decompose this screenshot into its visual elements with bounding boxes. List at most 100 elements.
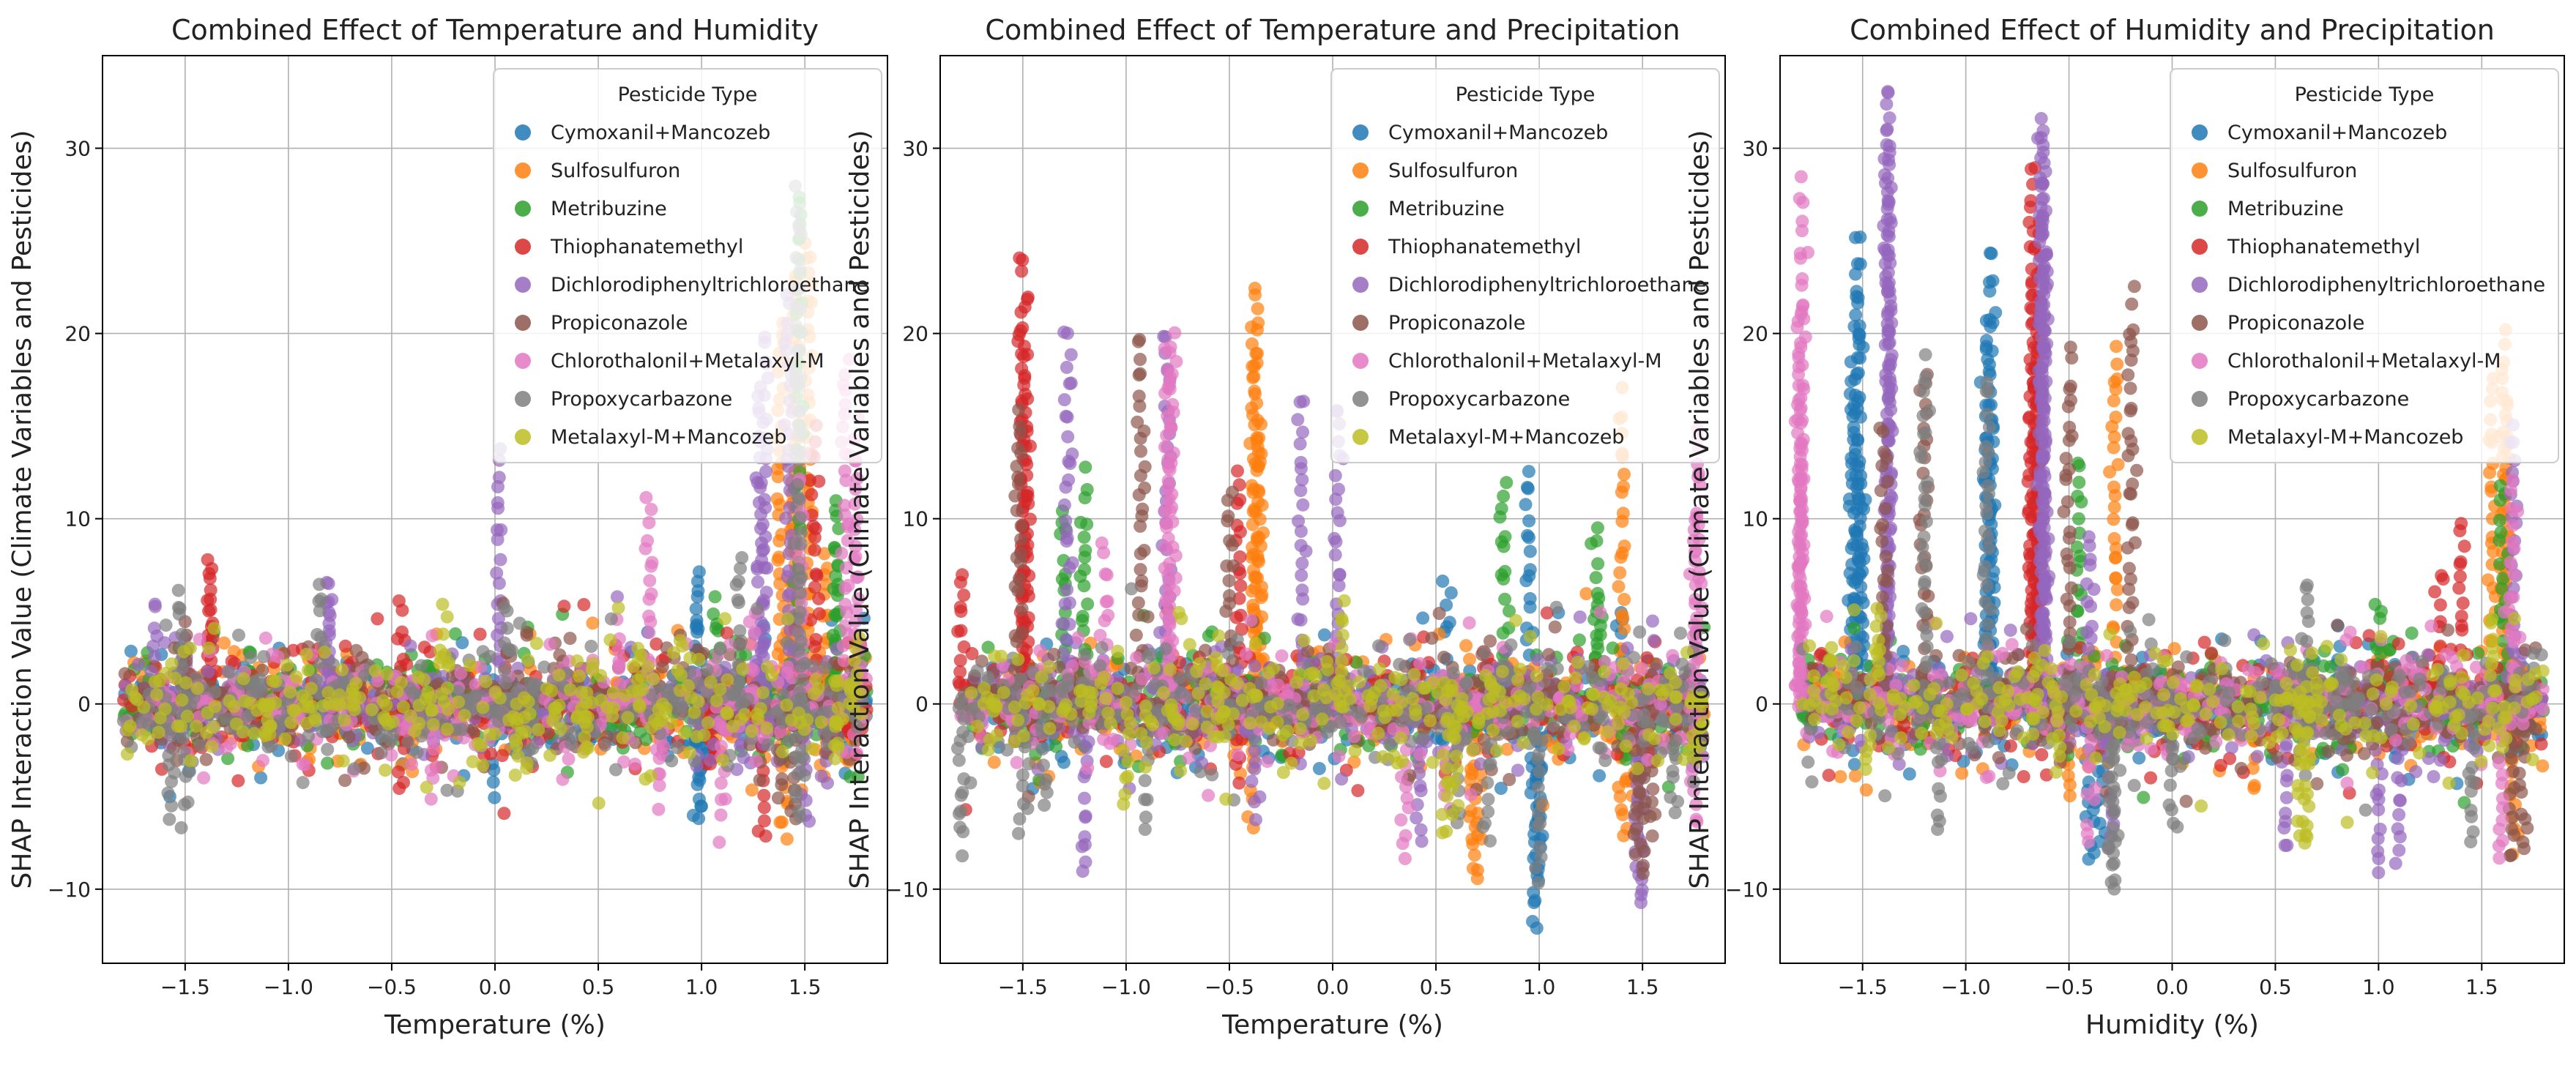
point — [357, 761, 371, 775]
point — [458, 709, 472, 722]
point — [302, 729, 316, 743]
legend-marker — [515, 124, 531, 141]
legend-marker — [515, 353, 531, 369]
point — [289, 670, 303, 684]
point — [611, 590, 624, 604]
point — [647, 672, 660, 686]
point — [510, 712, 524, 726]
point — [618, 689, 632, 703]
point — [371, 612, 384, 626]
legend-marker — [515, 201, 531, 217]
point — [147, 649, 161, 663]
point — [642, 516, 656, 529]
point — [1592, 591, 1606, 605]
point — [238, 695, 252, 708]
point — [1497, 489, 1511, 503]
point — [1612, 580, 1626, 594]
point — [347, 762, 361, 776]
legend-entry-propiconazole: Propiconazole — [551, 312, 688, 335]
point — [508, 769, 522, 782]
point — [1252, 555, 1265, 569]
point — [159, 619, 173, 632]
point — [848, 654, 861, 668]
point — [820, 561, 834, 575]
point — [1283, 747, 1297, 761]
point — [425, 629, 439, 643]
point — [792, 562, 805, 576]
chart-panel-2: −1.5 −1.0 −0.5 0.0 0.5 1.0 1.5−100102030Combin… — [845, 14, 1726, 1040]
point — [758, 493, 771, 507]
point — [658, 706, 672, 720]
point — [548, 702, 561, 716]
point — [631, 685, 645, 699]
point — [1245, 320, 1259, 334]
point — [181, 795, 195, 809]
point — [425, 731, 439, 745]
point — [318, 646, 332, 659]
point — [510, 697, 524, 711]
point — [308, 714, 322, 728]
chart-title: Combined Effect of Temperature and Humid… — [171, 14, 819, 46]
point — [703, 753, 717, 767]
point — [1049, 739, 1063, 753]
point — [321, 686, 335, 700]
point — [401, 735, 415, 749]
point — [673, 684, 687, 698]
point — [466, 755, 480, 769]
point — [453, 775, 466, 789]
point — [713, 642, 727, 656]
point — [135, 728, 149, 741]
legend-marker — [515, 315, 531, 331]
point — [490, 566, 504, 580]
legend-entry-cymoxanil-mancozeb: Cymoxanil+Mancozeb — [551, 122, 770, 144]
legend-entry-metalaxyl-m-mancozeb: Metalaxyl-M+Mancozeb — [551, 426, 786, 449]
point — [652, 802, 666, 816]
point — [452, 695, 466, 709]
point — [1013, 324, 1027, 337]
point — [783, 501, 797, 515]
point — [448, 627, 462, 640]
point — [165, 774, 179, 788]
point — [791, 767, 805, 781]
point — [594, 668, 608, 682]
point — [775, 528, 789, 542]
point — [1099, 755, 1113, 769]
point — [264, 739, 278, 752]
point — [690, 730, 704, 744]
point — [297, 699, 310, 713]
point — [849, 676, 863, 690]
point — [510, 738, 524, 752]
point — [258, 728, 272, 742]
point — [692, 565, 706, 579]
point — [254, 685, 268, 699]
point — [1590, 521, 1604, 535]
point — [771, 791, 785, 805]
point — [1463, 773, 1477, 786]
point — [1080, 517, 1094, 531]
point — [1257, 526, 1270, 539]
point — [152, 725, 165, 739]
point — [734, 712, 748, 726]
point — [247, 727, 261, 741]
point — [1436, 575, 1450, 588]
point — [175, 693, 189, 707]
point — [800, 713, 814, 727]
point — [380, 667, 394, 681]
point — [1254, 446, 1268, 460]
point — [641, 659, 655, 673]
point — [193, 739, 207, 752]
point — [1251, 571, 1265, 585]
point — [190, 670, 203, 684]
point — [811, 681, 825, 695]
point — [770, 492, 784, 506]
point — [808, 543, 822, 557]
point — [358, 669, 371, 683]
point — [674, 707, 688, 721]
point — [335, 663, 349, 677]
point — [338, 774, 352, 788]
point — [718, 792, 732, 806]
point — [641, 534, 655, 548]
point — [494, 553, 507, 567]
point — [316, 699, 330, 713]
point — [1246, 602, 1260, 616]
